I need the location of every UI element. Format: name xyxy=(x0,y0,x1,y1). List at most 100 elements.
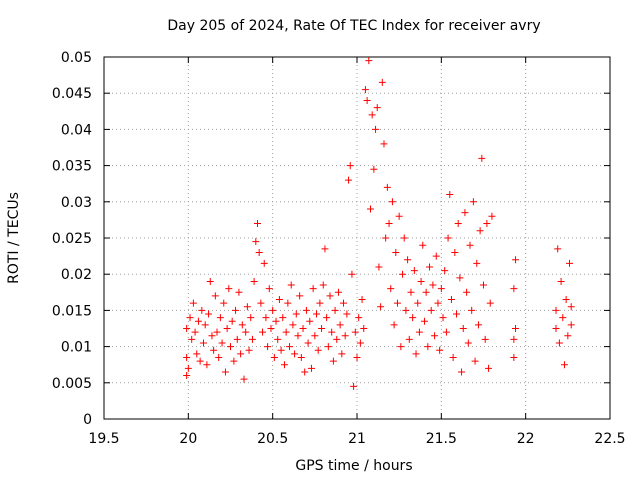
y-tick-label: 0.025 xyxy=(52,231,92,247)
data-point xyxy=(304,339,312,347)
data-point xyxy=(395,212,403,220)
x-axis-label: GPS time / hours xyxy=(295,458,412,474)
data-point xyxy=(388,198,396,206)
data-point xyxy=(436,346,444,354)
data-point xyxy=(356,339,364,347)
data-point xyxy=(481,335,489,343)
data-point xyxy=(200,339,208,347)
y-tick-label: 0.02 xyxy=(61,267,92,283)
data-point xyxy=(434,299,442,307)
data-point xyxy=(370,165,378,173)
chart-title: Day 205 of 2024, Rate Of TEC Index for r… xyxy=(167,18,540,34)
data-point xyxy=(257,299,265,307)
data-point xyxy=(478,154,486,162)
data-point xyxy=(444,234,452,242)
data-point xyxy=(334,288,342,296)
data-point xyxy=(383,183,391,191)
data-point xyxy=(299,325,307,332)
data-point xyxy=(348,270,356,278)
data-point xyxy=(296,292,304,300)
data-point xyxy=(319,281,327,289)
data-point xyxy=(554,245,562,253)
data-point xyxy=(255,248,263,256)
data-point xyxy=(242,328,250,336)
axis-ticks: 19.5 20 20.5 21 21.5 22 22.5 0 0.005 0.01 0.015 0.0… xyxy=(52,50,626,447)
data-point xyxy=(243,303,251,311)
data-point xyxy=(189,299,197,307)
data-point xyxy=(441,267,449,275)
data-point xyxy=(447,296,455,304)
data-point xyxy=(512,325,520,332)
data-point xyxy=(287,281,295,289)
data-point xyxy=(427,306,435,314)
data-point xyxy=(338,350,346,358)
data-point xyxy=(414,299,422,307)
data-point xyxy=(183,325,191,332)
data-point xyxy=(228,317,236,325)
data-points xyxy=(183,57,575,390)
data-point xyxy=(486,299,494,307)
data-point xyxy=(476,227,484,235)
data-point xyxy=(289,321,297,329)
data-point xyxy=(412,350,420,358)
data-point xyxy=(468,306,476,314)
data-point xyxy=(270,353,278,361)
y-tick-label: 0.01 xyxy=(61,340,92,356)
x-tick-label: 19.5 xyxy=(88,431,119,447)
data-point xyxy=(227,343,234,351)
data-point xyxy=(480,281,487,289)
data-point xyxy=(552,306,560,314)
data-point xyxy=(215,353,223,361)
data-point xyxy=(292,310,300,318)
data-point xyxy=(323,314,331,322)
data-point xyxy=(419,241,427,249)
data-point xyxy=(247,314,255,322)
data-point xyxy=(390,321,398,329)
data-point xyxy=(318,325,326,332)
data-point xyxy=(248,335,256,343)
data-point xyxy=(424,343,432,351)
data-point xyxy=(206,277,214,285)
data-point xyxy=(279,314,287,322)
data-point xyxy=(238,321,246,329)
data-point xyxy=(326,292,334,300)
data-point xyxy=(405,335,413,343)
data-point xyxy=(399,270,407,278)
x-tick-label: 20 xyxy=(179,431,197,447)
data-point xyxy=(454,220,462,228)
data-point xyxy=(355,314,363,322)
data-point xyxy=(372,125,380,133)
data-point xyxy=(252,238,260,246)
data-point xyxy=(400,234,408,242)
data-point xyxy=(437,285,445,293)
data-point xyxy=(431,332,439,340)
data-point xyxy=(210,346,218,354)
data-point xyxy=(382,234,390,242)
data-point xyxy=(286,343,294,351)
data-point xyxy=(208,332,216,340)
data-point xyxy=(566,259,574,267)
data-point xyxy=(377,303,385,311)
data-point xyxy=(307,364,315,372)
data-point xyxy=(485,364,493,372)
data-point xyxy=(351,328,359,336)
data-point xyxy=(360,325,368,332)
y-tick-label: 0.05 xyxy=(61,50,92,66)
data-point xyxy=(183,353,191,361)
data-point xyxy=(368,111,376,119)
data-point xyxy=(225,285,233,293)
data-point xyxy=(223,325,231,332)
data-point xyxy=(559,314,567,322)
data-point xyxy=(429,281,437,289)
gridlines xyxy=(104,57,610,419)
data-point xyxy=(510,285,518,293)
data-point xyxy=(253,220,261,228)
data-point xyxy=(216,314,224,322)
data-point xyxy=(461,209,469,217)
data-point xyxy=(262,314,270,322)
data-point xyxy=(250,277,258,285)
data-point xyxy=(280,361,288,369)
data-point xyxy=(260,259,268,267)
data-point xyxy=(203,361,211,369)
